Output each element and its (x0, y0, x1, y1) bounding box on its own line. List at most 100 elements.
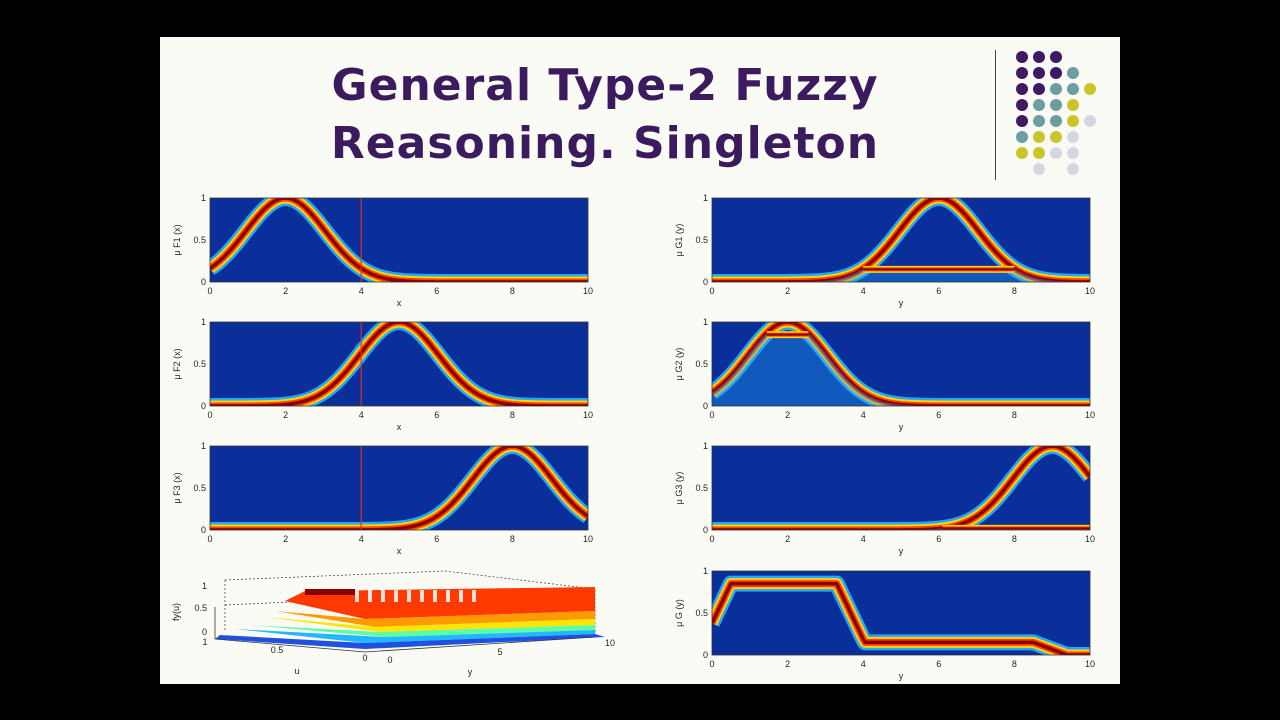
band-layer (210, 446, 588, 530)
y-tick-label: 0 (201, 401, 206, 411)
y-tick-label: 0 (201, 525, 206, 535)
plot-rule1-antecedent: 0 2 4 6 8 10 0 0.5 1 x μ F1 (x) (165, 193, 605, 312)
decor-dot (1016, 67, 1028, 79)
plot-frame (209, 445, 589, 531)
y-axis-label: y (468, 667, 473, 677)
membership-band (210, 446, 588, 530)
decor-dot (1050, 67, 1062, 79)
x-tick-label: 6 (936, 286, 941, 296)
plot-rule3-consequent: 0 2 4 6 8 10 0 0.5 1 y μ G3 (y) (667, 441, 1107, 560)
surface-band (215, 634, 605, 649)
chart-svg: 0 2 4 6 8 10 0 0.5 1 y μ G (y) (674, 566, 1095, 681)
u-tick-label: 1 (202, 637, 207, 647)
plot-rule3-antecedent: 0 2 4 6 8 10 0 0.5 1 x μ F3 (x) (165, 441, 605, 560)
plot-surface-3d: 0 0.5 1 1 0.5 0 0 5 10 u y fy(u) (165, 567, 620, 682)
slide-title: General Type-2 Fuzzy Reasoning. Singleto… (160, 57, 1050, 173)
plot-rule2-antecedent: 0 2 4 6 8 10 0 0.5 1 x μ F2 (x) (165, 317, 605, 436)
x-tick-label: 10 (583, 534, 593, 544)
decor-dot (1067, 131, 1079, 143)
y-tick-label: 0 (703, 277, 708, 287)
x-axis-label: x (397, 546, 402, 556)
x-tick-label: 6 (936, 659, 941, 669)
decor-dot (1067, 99, 1079, 111)
title-divider (995, 50, 996, 180)
decor-dot (1033, 51, 1045, 63)
title-line-1: General Type-2 Fuzzy (331, 60, 879, 111)
decorative-dot-grid (1010, 49, 1110, 179)
membership-band (210, 198, 588, 282)
chart-svg: 0 2 4 6 8 10 0 0.5 1 x μ F2 (x) (172, 317, 593, 432)
y-tick-label: 1 (703, 317, 708, 327)
x-tick-label: 10 (583, 286, 593, 296)
decor-dot (1033, 83, 1045, 95)
band-layer (210, 322, 588, 406)
decor-dot (1050, 131, 1062, 143)
x-tick-label: 8 (510, 410, 515, 420)
plot-area (210, 322, 588, 406)
surface-spike (368, 590, 372, 602)
x-tick-label: 0 (709, 534, 714, 544)
x-tick-label: 0 (709, 659, 714, 669)
x-tick-label: 2 (785, 534, 790, 544)
plot-frame (209, 321, 589, 407)
membership-band (712, 575, 1090, 655)
decor-dot (1033, 163, 1045, 175)
band-layer (210, 198, 588, 282)
y-tick-label: 0 (703, 650, 708, 660)
x-tick-label: 4 (861, 534, 866, 544)
plot-frame (711, 570, 1091, 656)
x-axis-label: y (899, 422, 904, 432)
x-tick-label: 0 (207, 410, 212, 420)
y-axis-label: μ G (y) (674, 599, 684, 627)
x-tick-label: 4 (861, 410, 866, 420)
x-tick-label: 2 (785, 286, 790, 296)
x-axis-label: y (899, 298, 904, 308)
x-tick-label: 0 (709, 410, 714, 420)
membership-band (712, 322, 1090, 406)
x-tick-label: 6 (434, 410, 439, 420)
x-tick-label: 8 (1012, 286, 1017, 296)
x-tick-label: 6 (434, 534, 439, 544)
plot-frame (711, 197, 1091, 283)
decor-dot (1067, 163, 1079, 175)
y-tick-label: 0.5 (193, 235, 206, 245)
y-tick-label: 0.5 (695, 483, 708, 493)
decor-dot (1050, 147, 1062, 159)
x-tick-label: 10 (1085, 534, 1095, 544)
z-axis-label: fy(u) (171, 603, 181, 621)
u-tick-label: 0.5 (271, 645, 284, 655)
decor-dot (1033, 115, 1045, 127)
decor-dot (1067, 83, 1079, 95)
decor-dot (1050, 99, 1062, 111)
chart-svg: 0 2 4 6 8 10 0 0.5 1 y μ G1 (y) (674, 193, 1095, 308)
surface-spike (355, 590, 359, 602)
x-tick-label: 0 (207, 534, 212, 544)
band-layer (712, 322, 1090, 406)
x-tick-label: 6 (936, 410, 941, 420)
surface-spike (407, 590, 411, 602)
y-tick-label: 0 (703, 525, 708, 535)
decor-dot (1067, 147, 1079, 159)
x-tick-label: 4 (359, 286, 364, 296)
y-tick-label: 1 (201, 317, 206, 327)
decor-dot (1033, 147, 1045, 159)
y-tick-label: 0.5 (695, 608, 708, 618)
y-axis-label: μ F2 (x) (172, 348, 182, 379)
x-tick-label: 10 (1085, 410, 1095, 420)
x-tick-label: 8 (510, 286, 515, 296)
decor-dot (1016, 99, 1028, 111)
surface-band (275, 611, 595, 627)
decor-dot (1033, 67, 1045, 79)
x-axis-label: y (899, 671, 904, 681)
decor-dot (1016, 83, 1028, 95)
y-axis-label: μ G2 (y) (674, 348, 684, 381)
chart-svg: 0 2 4 6 8 10 0 0.5 1 x μ F1 (x) (172, 193, 593, 308)
y-tick-label: 0.5 (695, 235, 708, 245)
x-tick-label: 2 (785, 659, 790, 669)
x-tick-label: 4 (359, 410, 364, 420)
z-tick-label: 0.5 (194, 603, 207, 613)
surface-spike (472, 590, 476, 602)
chart-svg: 0 2 4 6 8 10 0 0.5 1 y μ G3 (y) (674, 441, 1095, 556)
decor-dot (1067, 67, 1079, 79)
y-tick-label: 0.5 (193, 359, 206, 369)
